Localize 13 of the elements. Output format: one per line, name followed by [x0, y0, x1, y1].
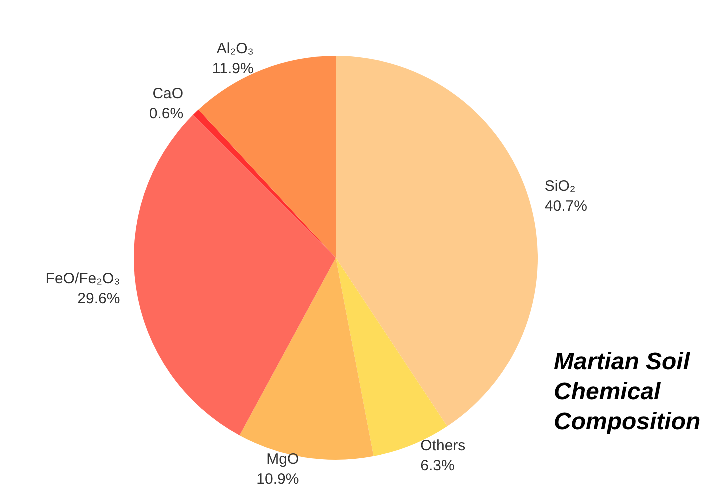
data-label: 10.9%	[256, 470, 300, 488]
data-label: 6.3%	[420, 458, 455, 475]
slice-label: Al₂O₃	[216, 40, 254, 58]
data-label: 0.6%	[149, 105, 184, 122]
data-label: 29.6%	[78, 290, 120, 308]
slice-label: FeO/Fe₂O₃	[46, 270, 120, 288]
slice-label: CaO	[152, 85, 184, 102]
data-label: 11.9%	[212, 60, 254, 78]
slice-label: MgO	[266, 450, 300, 468]
slice-label: Others	[420, 438, 466, 455]
data-label: 40.7%	[544, 198, 588, 215]
slice-label: SiO₂	[544, 178, 576, 195]
text: Martian Soil Chemical Composition	[554, 348, 701, 436]
